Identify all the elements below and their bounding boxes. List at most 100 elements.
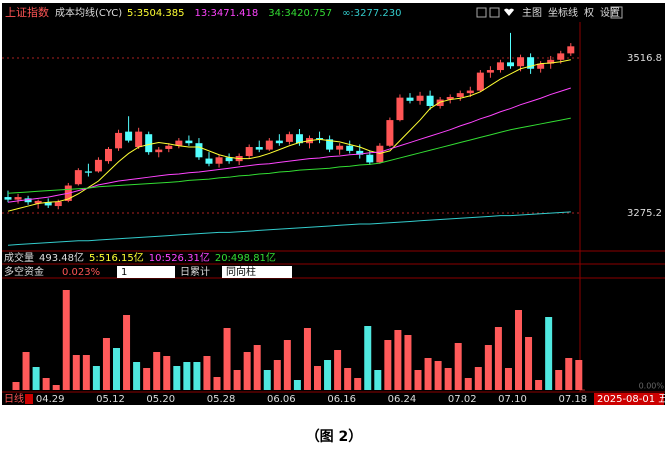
legend-entry: 13:3471.418: [194, 8, 258, 19]
bar: [32, 367, 40, 390]
volume-header: 20:498.81亿: [215, 251, 276, 264]
bar: [374, 370, 382, 390]
cursor-date: 2025-08-01 五: [597, 394, 668, 405]
candle-body: [316, 138, 324, 140]
period-marker: [25, 394, 33, 404]
select-value[interactable]: 同向柱: [226, 265, 256, 278]
bar: [123, 315, 131, 390]
bar: [133, 362, 141, 390]
candle-body: [326, 139, 334, 150]
candle-body: [245, 147, 253, 157]
bar: [173, 366, 181, 390]
bar: [324, 360, 332, 390]
legend-entry: 34:3420.757: [268, 8, 332, 19]
bar: [92, 366, 100, 390]
candle-body: [115, 132, 123, 149]
bar: [414, 370, 422, 390]
select-value[interactable]: 1: [121, 267, 127, 278]
bar: [273, 360, 281, 390]
candle-body: [416, 95, 424, 101]
bar: [474, 367, 482, 390]
favorite[interactable]: [504, 8, 514, 16]
x-tick-label: 06.16: [327, 394, 356, 405]
candle-body: [446, 96, 454, 100]
volume-header: 成交量: [4, 251, 34, 264]
bar: [303, 328, 311, 390]
candle-body: [406, 97, 414, 101]
bar: [394, 330, 402, 390]
candle-body: [14, 197, 22, 200]
toolbar-item[interactable]: 主图: [522, 7, 542, 19]
candle-body: [175, 140, 183, 146]
candle-body: [567, 46, 575, 54]
bar: [183, 362, 191, 390]
bar: [484, 345, 492, 390]
bar: [314, 366, 321, 390]
bar: [52, 385, 60, 390]
candle-body: [145, 134, 153, 153]
bar: [113, 348, 120, 390]
bar: [153, 352, 161, 390]
toolbar-item[interactable]: 设置: [600, 7, 620, 19]
candle-body: [225, 157, 233, 162]
candle-body: [557, 53, 565, 60]
x-tick-label: 07.18: [558, 394, 587, 405]
control-label: 日累计: [180, 265, 210, 278]
x-tick-label: 07.02: [448, 394, 477, 405]
cursor-date-bg: [594, 393, 664, 405]
bar: [555, 370, 563, 390]
bar: [515, 310, 522, 390]
candle-body: [24, 198, 32, 203]
candle-body: [135, 131, 143, 148]
bar: [404, 335, 412, 390]
bar: [354, 378, 362, 390]
zoom-out[interactable]: [489, 7, 500, 18]
bar: [293, 380, 301, 390]
select[interactable]: [117, 266, 175, 278]
candle-body: [34, 200, 42, 204]
candle-body: [376, 145, 384, 163]
candle-body: [84, 171, 92, 173]
indicator-title: 多空资金: [4, 265, 44, 278]
candle-body: [356, 150, 364, 155]
bar: [334, 350, 342, 390]
bar: [233, 370, 241, 390]
indicator-value: 0.023%: [62, 267, 100, 278]
ma-line: [7, 117, 571, 194]
period[interactable]: 日线: [4, 392, 24, 405]
x-tick-label: 06.06: [267, 394, 296, 405]
bar: [494, 327, 502, 390]
bar: [82, 355, 90, 390]
candle-body: [54, 201, 62, 207]
bar: [22, 352, 30, 390]
bar: [223, 328, 231, 390]
bar: [193, 362, 201, 390]
bar: [384, 340, 392, 390]
select[interactable]: [222, 266, 292, 278]
candle-body: [517, 57, 525, 67]
bar: [525, 337, 533, 390]
bar: [504, 368, 512, 390]
bar: [263, 370, 271, 390]
x-tick-label: 07.10: [498, 394, 527, 405]
x-tick-label: 06.24: [388, 394, 417, 405]
bar: [163, 356, 171, 390]
restore[interactable]: [610, 6, 623, 19]
toolbar-item[interactable]: 坐标线: [548, 6, 578, 19]
bar: [62, 290, 70, 390]
candle-body: [285, 134, 293, 142]
chart-bg: [2, 3, 665, 405]
zoom-in[interactable]: [476, 7, 487, 18]
bar: [464, 378, 472, 390]
legend-entry: 5:3504.385: [127, 8, 184, 19]
candle-body: [476, 72, 484, 91]
candle-body: [255, 147, 263, 150]
bar: [253, 345, 261, 390]
candle-body: [537, 63, 545, 69]
candle-body: [94, 159, 102, 172]
candle-body: [346, 145, 354, 151]
candle-body: [185, 140, 193, 144]
bar: [535, 380, 543, 390]
toolbar-item[interactable]: 权: [584, 6, 594, 19]
volume-header: 493.48亿: [39, 251, 84, 264]
